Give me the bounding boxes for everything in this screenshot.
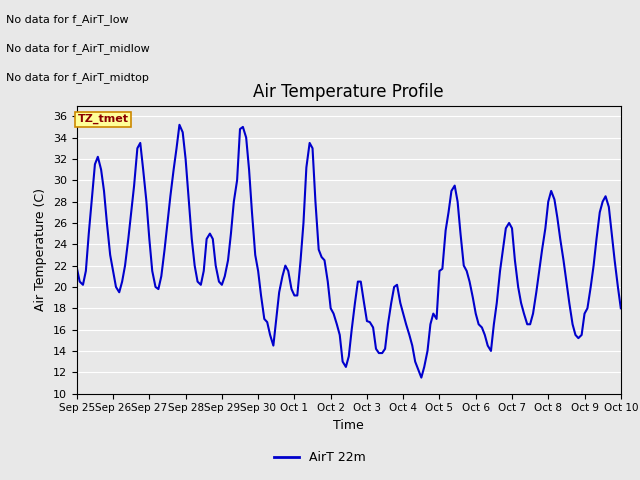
Text: No data for f_AirT_midtop: No data for f_AirT_midtop xyxy=(6,72,149,83)
Text: No data for f_AirT_midlow: No data for f_AirT_midlow xyxy=(6,43,150,54)
X-axis label: Time: Time xyxy=(333,419,364,432)
Text: TZ_tmet: TZ_tmet xyxy=(77,114,129,124)
Text: No data for f_AirT_low: No data for f_AirT_low xyxy=(6,14,129,25)
Legend: AirT 22m: AirT 22m xyxy=(269,446,371,469)
Title: Air Temperature Profile: Air Temperature Profile xyxy=(253,83,444,101)
Y-axis label: Air Temperature (C): Air Temperature (C) xyxy=(35,188,47,311)
